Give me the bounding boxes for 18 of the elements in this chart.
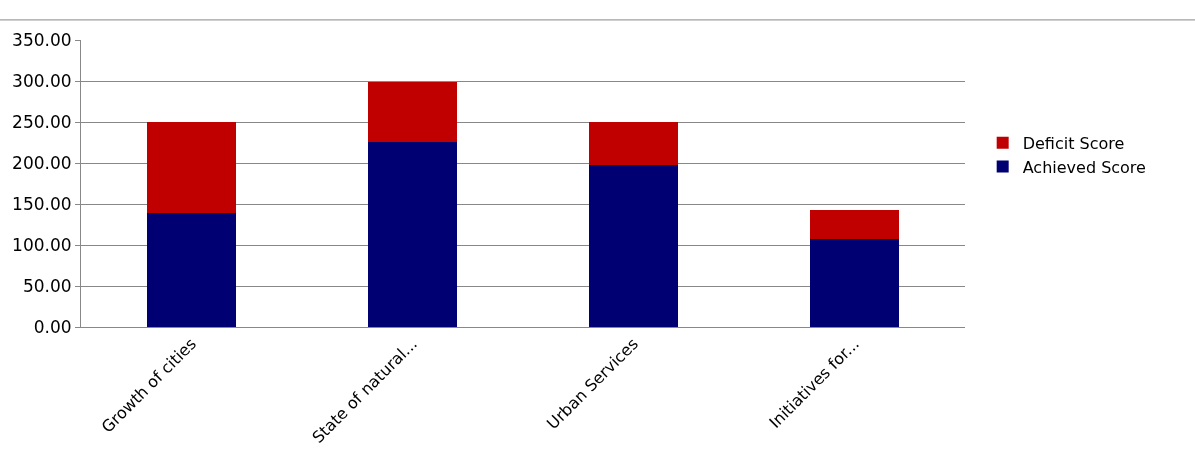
y-tick-label: 150.00 — [12, 193, 72, 214]
legend-label: Achieved Score — [1022, 157, 1146, 177]
bar — [368, 141, 457, 327]
bar — [810, 239, 899, 327]
bar — [147, 122, 236, 214]
bar — [810, 209, 899, 240]
y-tick-label: 250.00 — [12, 111, 72, 132]
y-tick-label: 300.00 — [12, 70, 72, 91]
y-tick-label: 50.00 — [22, 275, 72, 296]
bar — [589, 122, 678, 166]
y-tick-label: 350.00 — [12, 29, 72, 50]
y-tick-label: 200.00 — [12, 152, 72, 173]
bar — [368, 81, 457, 142]
y-tick-label: 100.00 — [12, 234, 72, 255]
bar — [589, 165, 678, 327]
bar — [147, 213, 236, 327]
legend-label: Deficit Score — [1022, 133, 1125, 153]
y-tick-label: 0.00 — [33, 316, 72, 337]
